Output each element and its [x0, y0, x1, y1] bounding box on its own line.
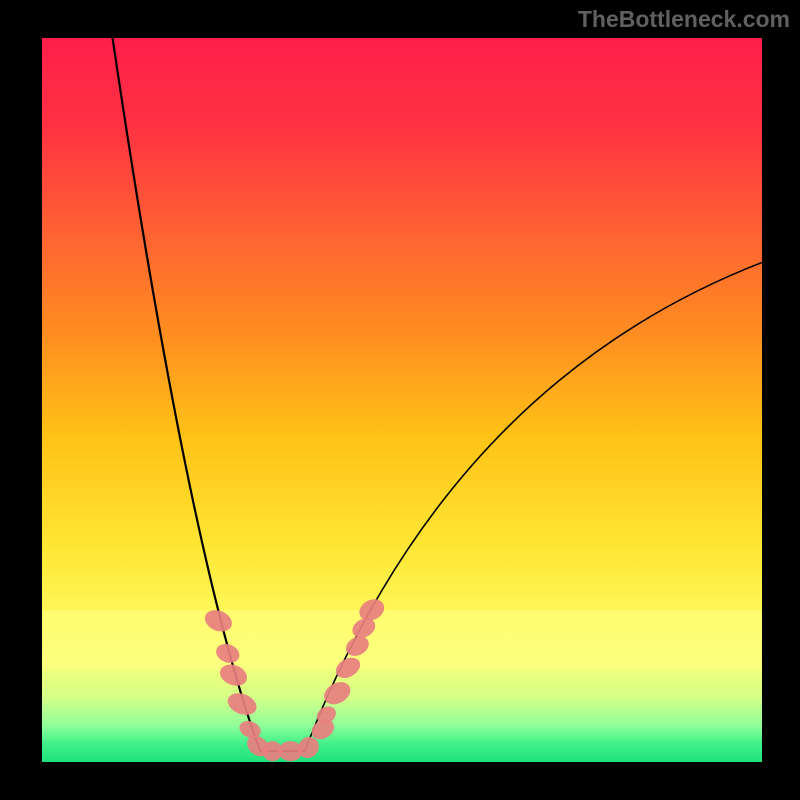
highlight-band — [42, 610, 762, 670]
watermark-text: TheBottleneck.com — [578, 6, 790, 33]
chart-root: TheBottleneck.com — [0, 0, 800, 800]
chart-svg — [0, 0, 800, 800]
